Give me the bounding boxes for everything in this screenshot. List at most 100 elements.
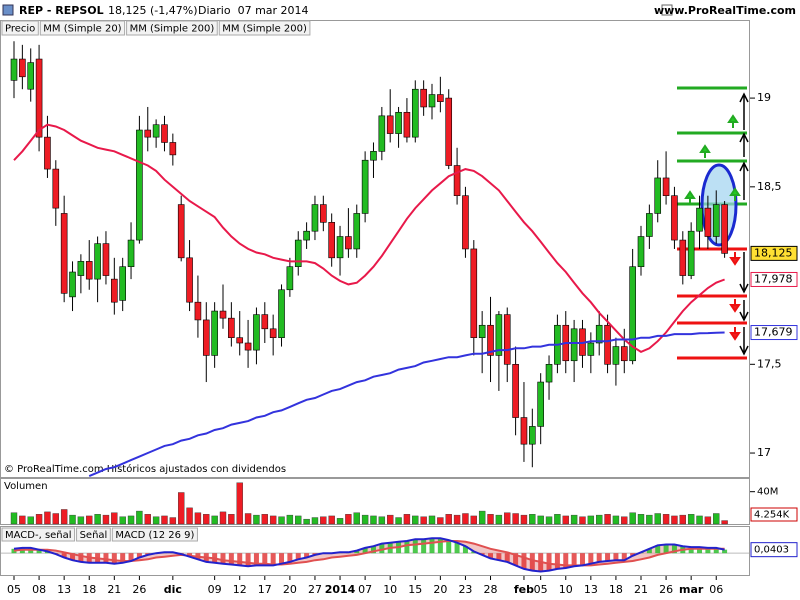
volume-bar — [387, 514, 394, 525]
volume-bar — [136, 510, 143, 525]
volume-bar — [587, 515, 595, 525]
candle-body — [646, 213, 653, 237]
volume-bar — [629, 512, 636, 525]
candle-body — [152, 124, 160, 138]
macd-bar — [253, 553, 259, 566]
volume-bar — [478, 510, 486, 525]
candle-body — [420, 88, 427, 108]
x-tick-label: 18 — [82, 583, 96, 596]
candle-body — [361, 159, 369, 214]
volume-bar — [445, 514, 452, 525]
volume-bar — [169, 517, 177, 525]
macd-bar — [546, 553, 552, 571]
macd-bar — [521, 553, 527, 569]
volume-bar — [495, 514, 503, 525]
candle-body — [52, 168, 60, 209]
candle-body — [704, 207, 712, 237]
x-tick-label: 05 — [534, 583, 548, 596]
macd-bar — [437, 538, 443, 554]
macd-bar — [588, 553, 594, 564]
candle-body — [587, 342, 595, 356]
y-tick-label: 19 — [757, 91, 771, 104]
x-tick-label: 05 — [7, 583, 21, 596]
x-tick-label: 2014 — [325, 583, 356, 596]
volume-bar — [545, 516, 553, 525]
macd-bar — [496, 553, 502, 561]
macd-bar — [513, 553, 519, 566]
volume-bar — [596, 514, 603, 525]
volume-bar — [211, 515, 218, 525]
volume-bar — [654, 513, 661, 525]
y-tick-label: 17,5 — [757, 357, 782, 370]
candle-body — [687, 230, 695, 276]
volume-bar — [504, 512, 511, 525]
candle-body — [403, 111, 411, 138]
macd-bar — [671, 544, 677, 554]
macd-bar — [630, 553, 636, 556]
x-tick-label: 10 — [559, 583, 573, 596]
macd-bar — [245, 553, 251, 567]
macd-bar — [621, 553, 627, 561]
candle-body — [604, 324, 611, 365]
volume-bar — [520, 514, 528, 525]
period: Diario 07 mar 2014 — [198, 4, 309, 17]
price-panel — [0, 20, 750, 478]
macd-bar — [412, 539, 418, 554]
volume-bar — [428, 515, 436, 525]
candle-body — [144, 129, 152, 138]
footer: © ProRealTime.com Históricos ajustados c… — [4, 463, 286, 475]
legend-entry: Señal — [80, 530, 108, 541]
volume-bar — [44, 511, 51, 525]
candle-body — [370, 151, 377, 161]
candle-body — [169, 142, 177, 156]
last-value-label: 4.254K — [754, 510, 790, 521]
macd-bar — [462, 546, 468, 554]
legend-entry: MACD-, señal — [5, 530, 72, 541]
volume-bar — [69, 514, 76, 525]
candle-body — [236, 337, 244, 344]
volume-bar — [570, 514, 578, 525]
macd-bar — [36, 549, 42, 554]
x-tick-label: 27 — [308, 583, 322, 596]
candle-body — [662, 177, 670, 197]
x-tick-label: 20 — [433, 583, 447, 596]
macd-bar — [454, 542, 460, 554]
volume-bar — [328, 515, 335, 525]
candle-body — [244, 342, 252, 351]
candle-body — [219, 310, 227, 319]
candle-body — [161, 124, 168, 143]
candle-body — [102, 243, 110, 276]
legend-box — [126, 20, 218, 36]
candle-body — [228, 317, 235, 338]
panel-title: Volumen — [4, 481, 48, 492]
candle-body — [269, 328, 277, 338]
x-tick-label: feb — [514, 583, 534, 596]
macd-line — [13, 537, 725, 573]
macd-bar — [688, 547, 694, 554]
x-tick-label: 12 — [233, 583, 247, 596]
volume-bar — [286, 514, 294, 525]
toolbar-icon[interactable] — [661, 4, 673, 16]
legend-entry: Precio — [5, 24, 35, 35]
candle-body — [253, 314, 260, 351]
last-value-label: 0,0403 — [754, 545, 789, 556]
volume-bar — [696, 515, 703, 525]
macd-bar — [613, 553, 619, 561]
candle-body — [320, 204, 327, 223]
macd-bar — [404, 540, 410, 554]
candle-body — [27, 62, 35, 90]
candle-body — [537, 381, 544, 427]
volume-bar — [671, 515, 678, 525]
volume-panel — [0, 478, 750, 525]
candle-body — [445, 97, 453, 166]
volume-bar — [35, 514, 43, 525]
volume-bar — [412, 515, 419, 525]
macd-bar — [571, 553, 577, 567]
x-tick-label: 23 — [458, 583, 472, 596]
last-value-box — [750, 542, 798, 558]
candle-body — [503, 314, 511, 365]
x-tick-label: 20 — [283, 583, 297, 596]
volume-bar — [579, 516, 586, 525]
